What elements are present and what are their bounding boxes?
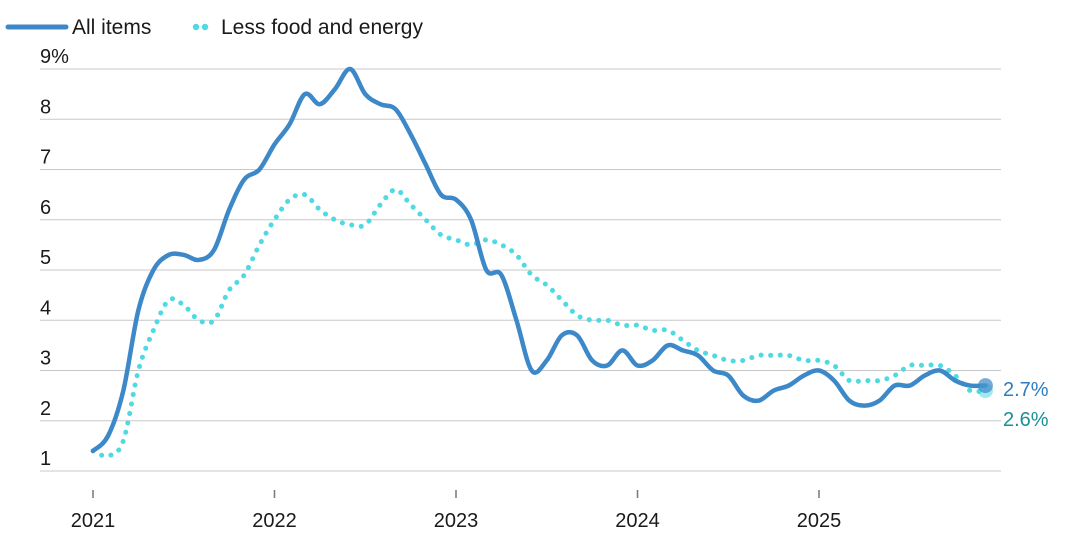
y-tick-label-1: 1 bbox=[40, 448, 51, 470]
chart-legend: All items Less food and energy bbox=[5, 16, 423, 39]
x-tick-label-2025: 2025 bbox=[797, 510, 842, 532]
legend-swatch-less-food-and-energy bbox=[192, 23, 209, 31]
series-line-less-food-and-energy bbox=[90, 187, 988, 459]
x-tick-label-2021: 2021 bbox=[71, 510, 116, 532]
y-tick-label-6: 6 bbox=[40, 197, 51, 219]
legend-dot-1 bbox=[192, 23, 200, 31]
y-gridlines bbox=[40, 68, 1001, 472]
legend-item-less-food-and-energy: Less food and energy bbox=[192, 16, 423, 39]
y-tick-labels: 1 2 3 4 5 6 7 8 9% bbox=[40, 46, 69, 470]
end-markers: 2.7% 2.6% bbox=[977, 378, 1049, 431]
legend-label-less-food-and-energy: Less food and energy bbox=[221, 16, 423, 39]
legend-item-all-items: All items bbox=[5, 16, 151, 39]
x-tick-label-2023: 2023 bbox=[434, 510, 479, 532]
y-tick-label-4: 4 bbox=[40, 297, 51, 319]
end-label-all-items: 2.7% bbox=[1003, 379, 1049, 401]
y-tick-label-5: 5 bbox=[40, 247, 51, 269]
x-tick-label-2024: 2024 bbox=[615, 510, 660, 532]
end-marker-all-items bbox=[977, 378, 993, 394]
series-line-all-items bbox=[90, 66, 988, 454]
x-tick-label-2022: 2022 bbox=[252, 510, 297, 532]
series-lines bbox=[90, 66, 988, 459]
y-tick-label-7: 7 bbox=[40, 147, 51, 169]
legend-label-all-items: All items bbox=[72, 16, 151, 39]
y-tick-label-3: 3 bbox=[40, 348, 51, 370]
legend-dot-2 bbox=[201, 23, 209, 31]
y-tick-label-9: 9% bbox=[40, 46, 69, 68]
y-tick-label-8: 8 bbox=[40, 96, 51, 118]
end-label-less-food-and-energy: 2.6% bbox=[1003, 409, 1049, 431]
x-axis: 2021 2022 2023 2024 2025 bbox=[71, 490, 842, 532]
y-tick-label-2: 2 bbox=[40, 398, 51, 420]
